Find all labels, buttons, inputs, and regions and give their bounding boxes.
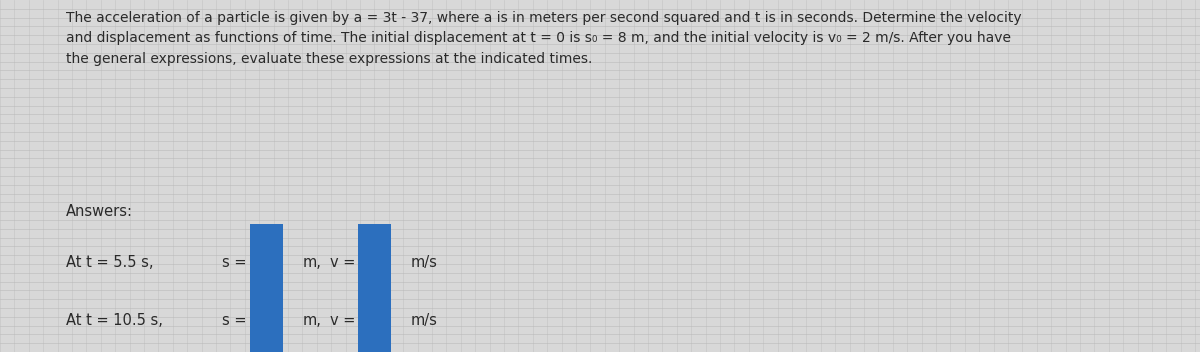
Text: The acceleration of a particle is given by a = 3t - 37, where a is in meters per: The acceleration of a particle is given … — [66, 11, 1021, 66]
Text: Answers:: Answers: — [66, 204, 133, 219]
Text: m,: m, — [302, 255, 322, 270]
FancyBboxPatch shape — [358, 282, 391, 352]
Text: At t = 5.5 s,: At t = 5.5 s, — [66, 255, 154, 270]
Text: v =: v = — [330, 255, 355, 270]
Text: v =: v = — [330, 313, 355, 328]
FancyBboxPatch shape — [250, 224, 283, 301]
Text: m,: m, — [302, 313, 322, 328]
Text: m/s: m/s — [410, 255, 437, 270]
Text: s =: s = — [222, 313, 246, 328]
Text: s =: s = — [222, 255, 246, 270]
FancyBboxPatch shape — [358, 224, 391, 301]
Text: m/s: m/s — [410, 313, 437, 328]
Text: At t = 10.5 s,: At t = 10.5 s, — [66, 313, 163, 328]
FancyBboxPatch shape — [250, 282, 283, 352]
